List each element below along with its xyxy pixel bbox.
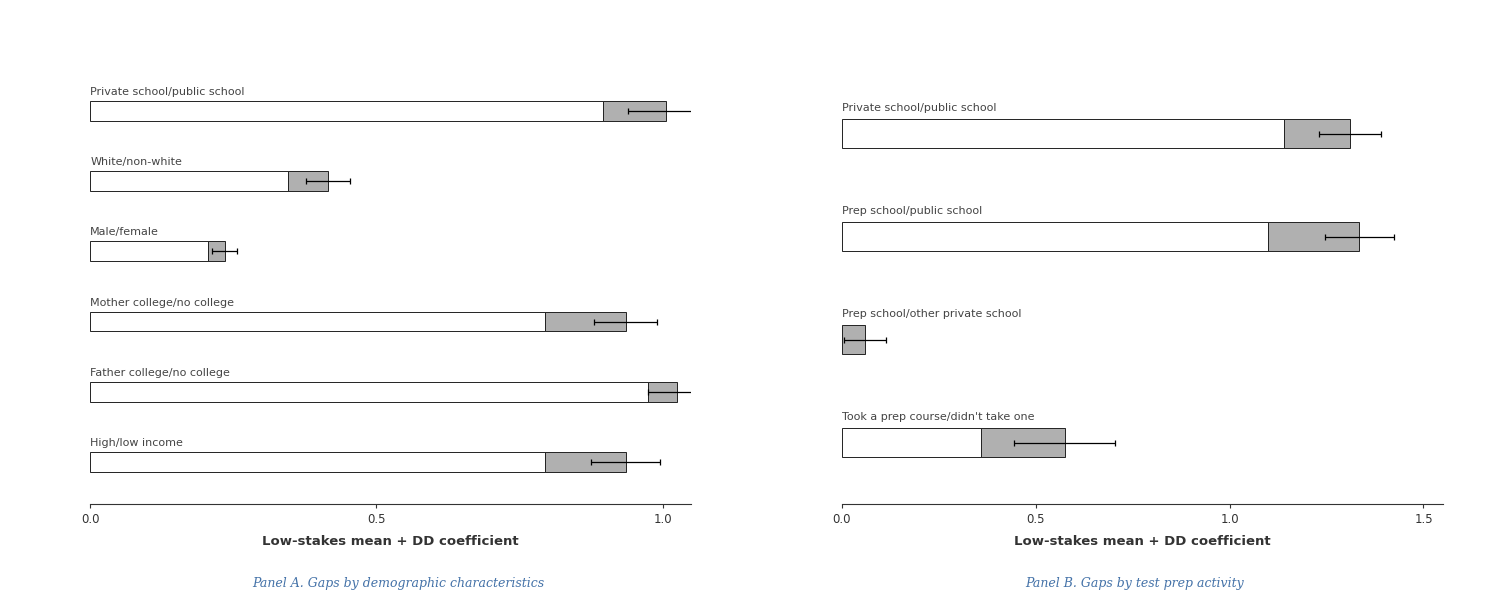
Bar xyxy=(90,382,648,402)
Text: Father college/no college: Father college/no college xyxy=(90,368,230,378)
Text: High/low income: High/low income xyxy=(90,438,183,448)
Bar xyxy=(648,382,676,402)
Bar xyxy=(90,242,207,261)
Text: Panel B. Gaps by test prep activity: Panel B. Gaps by test prep activity xyxy=(1025,577,1244,590)
Text: White/non-white: White/non-white xyxy=(90,157,182,167)
Bar xyxy=(90,101,603,121)
X-axis label: Low-stakes mean + DD coefficient: Low-stakes mean + DD coefficient xyxy=(263,534,519,548)
Bar xyxy=(207,242,225,261)
Text: Mother college/no college: Mother college/no college xyxy=(90,298,234,308)
Bar xyxy=(981,428,1064,457)
Bar xyxy=(90,312,546,331)
Bar xyxy=(546,452,625,472)
Bar xyxy=(603,101,666,121)
Bar xyxy=(90,452,546,472)
Text: Prep school/public school: Prep school/public school xyxy=(842,206,981,216)
Bar xyxy=(842,325,864,354)
Text: Took a prep course/didn't take one: Took a prep course/didn't take one xyxy=(842,412,1034,422)
Bar xyxy=(842,222,1269,251)
Text: Private school/public school: Private school/public school xyxy=(842,103,996,113)
Bar xyxy=(287,171,328,191)
Bar xyxy=(90,171,287,191)
Bar xyxy=(842,428,981,457)
X-axis label: Low-stakes mean + DD coefficient: Low-stakes mean + DD coefficient xyxy=(1015,534,1270,548)
Text: Private school/public school: Private school/public school xyxy=(90,87,245,97)
Bar xyxy=(546,312,625,331)
Bar xyxy=(1269,222,1360,251)
Text: Male/female: Male/female xyxy=(90,227,159,237)
Text: Panel A. Gaps by demographic characteristics: Panel A. Gaps by demographic characteris… xyxy=(253,577,544,590)
Bar xyxy=(842,119,1284,148)
Text: Prep school/other private school: Prep school/other private school xyxy=(842,309,1021,319)
Bar xyxy=(1284,119,1350,148)
